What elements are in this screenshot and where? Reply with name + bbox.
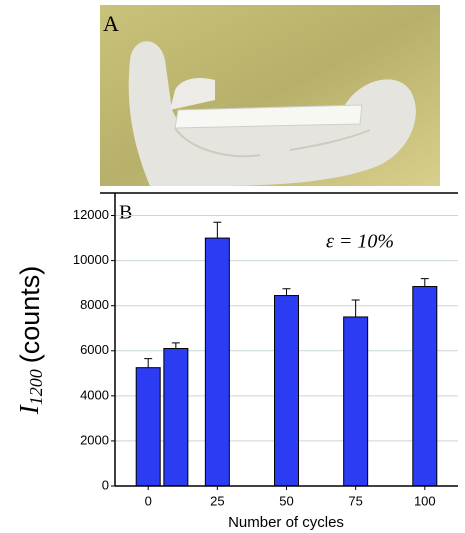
annotation: ε = 10% — [326, 231, 394, 253]
y-axis-label: I1200 (counts) — [14, 266, 46, 416]
x-tick-label: 100 — [414, 493, 436, 508]
bar — [343, 316, 369, 487]
x-tick-label: 50 — [279, 493, 293, 508]
error-bar — [213, 221, 222, 239]
bar — [412, 286, 438, 487]
bar — [135, 367, 161, 487]
photo: A — [100, 5, 440, 186]
y-tick-label: 10000 — [73, 252, 109, 267]
y-tick-label: 6000 — [80, 342, 109, 357]
y-label-symbol: I — [14, 403, 44, 415]
panel-label: B — [119, 202, 132, 224]
bar — [204, 237, 230, 487]
y-label-unit: (counts) — [15, 266, 45, 364]
error-bar — [420, 278, 429, 287]
error-bar — [144, 358, 153, 368]
y-tick-label: 4000 — [80, 387, 109, 402]
error-bar — [171, 342, 180, 349]
bar — [274, 295, 299, 487]
y-tick-label: 12000 — [73, 207, 109, 222]
bar — [163, 348, 189, 487]
x-tick-label: 75 — [348, 493, 362, 508]
y-tick-label: 2000 — [80, 432, 109, 447]
error-bar — [282, 288, 291, 296]
x-tick-label: 0 — [145, 493, 152, 508]
panel-label: A — [103, 11, 119, 36]
x-axis-label: Number of cycles — [228, 514, 344, 531]
y-tick-label: 8000 — [80, 297, 109, 312]
x-tick-label: 25 — [210, 493, 224, 508]
y-label-subscript: 1200 — [26, 369, 46, 405]
error-bar — [351, 299, 360, 317]
y-tick-label: 0 — [102, 477, 109, 492]
